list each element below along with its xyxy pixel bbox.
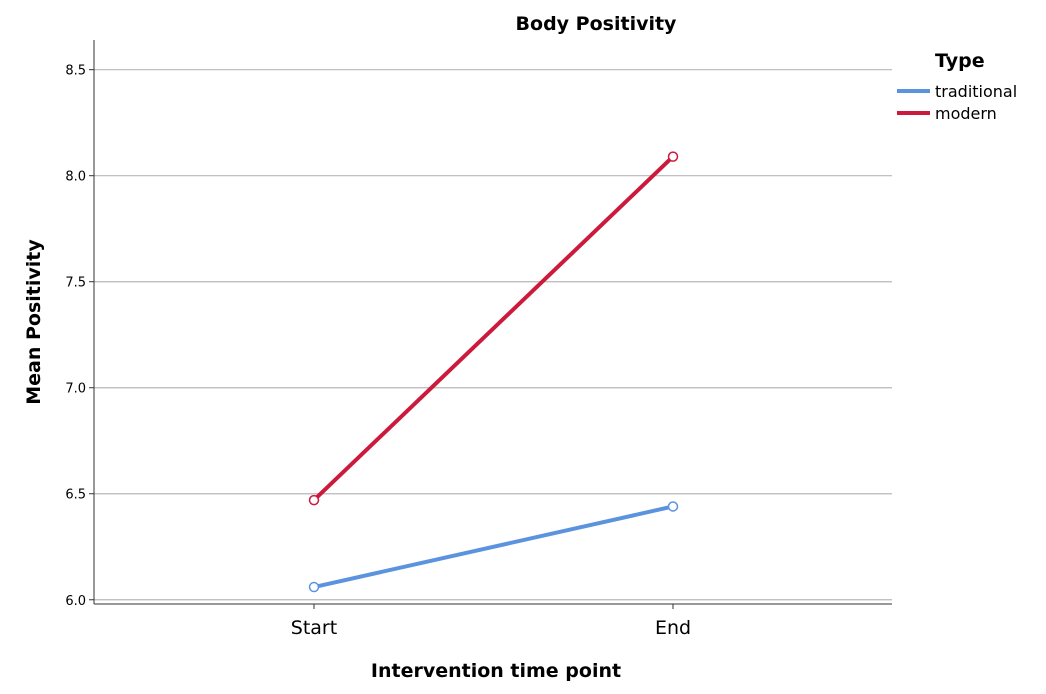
data-point-modern [667, 151, 679, 162]
y-tick-label: 8.0 [65, 170, 86, 185]
series-lines [308, 151, 679, 593]
series-line-modern [312, 154, 675, 503]
y-tick-label: 7.5 [65, 276, 86, 291]
y-axis-title: Mean Positivity [23, 239, 45, 405]
chart-title: Body Positivity [516, 13, 678, 35]
y-tick-label: 7.0 [65, 382, 86, 397]
x-tick-label: End [655, 617, 691, 639]
data-point-traditional [667, 501, 679, 512]
y-tick-labels: 6.0 6.5 7.0 7.5 8.0 8.5 [65, 64, 94, 609]
gridlines [94, 69, 892, 601]
y-tick-label: 8.5 [65, 64, 86, 79]
legend: Type traditional modern [897, 50, 1017, 123]
y-tick-label: 6.0 [65, 594, 86, 609]
legend-label-modern: modern [935, 104, 997, 123]
x-axis-title: Intervention time point [371, 660, 621, 682]
legend-title: Type [935, 50, 985, 72]
data-point-traditional [308, 581, 320, 593]
x-tick-labels: Start End [291, 604, 691, 639]
legend-label-traditional: traditional [935, 82, 1017, 101]
data-point-modern [308, 494, 320, 506]
x-tick-label: Start [291, 617, 337, 639]
y-tick-label: 6.5 [65, 488, 86, 503]
series-line-traditional [312, 504, 675, 590]
